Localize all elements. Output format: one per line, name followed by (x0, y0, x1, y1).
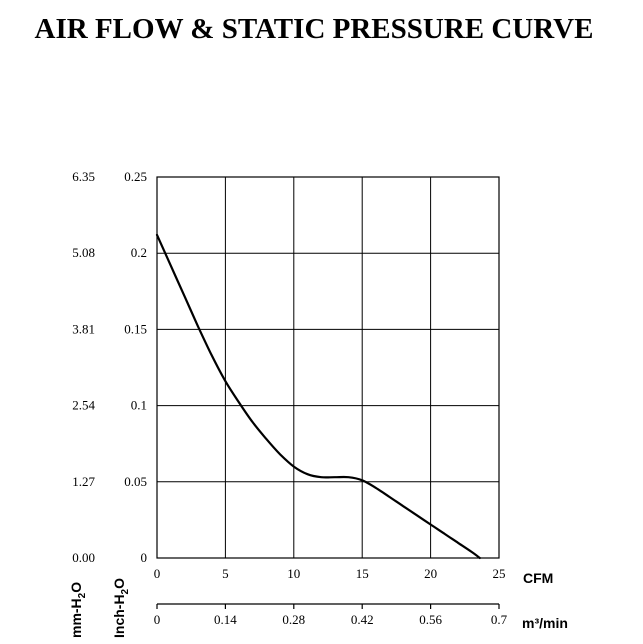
mm-h2o-tick-label: 6.35 (72, 169, 95, 184)
m3min-axis-ticks: 0 0.14 0.28 0.42 0.56 0.7 (154, 604, 508, 627)
outer-y-axis-ticks: 0.00 1.27 2.54 3.81 5.08 6.35 (72, 169, 95, 565)
plot-frame (156, 176, 500, 559)
cfm-axis-ticks: 0 5 10 15 20 25 (154, 566, 506, 581)
m3min-axis-label: m³/min (522, 615, 568, 631)
inch-h2o-tick-label: 0 (141, 550, 148, 565)
inch-h2o-tick-label: 0.2 (131, 245, 147, 260)
grid (157, 177, 499, 558)
mm-h2o-tick-label: 5.08 (72, 245, 95, 260)
chart-title: AIR FLOW & STATIC PRESSURE CURVE (35, 13, 594, 45)
inch-h2o-tick-label: 0.05 (124, 474, 147, 489)
cfm-tick-label: 0 (154, 566, 161, 581)
mm-h2o-tick-label: 2.54 (72, 398, 95, 413)
mm-h2o-tick-label: 0.00 (72, 550, 95, 565)
cfm-tick-label: 10 (287, 566, 300, 581)
inch-h2o-tick-label: 0.25 (124, 169, 147, 184)
cfm-tick-label: 25 (493, 566, 506, 581)
inch-h2o-tick-label: 0.1 (131, 398, 147, 413)
inch-h2o-tick-label: 0.15 (124, 321, 147, 336)
m3min-tick-label: 0.56 (419, 612, 442, 627)
m3min-tick-label: 0 (154, 612, 161, 627)
m3min-tick-label: 0.42 (351, 612, 374, 627)
mm-h2o-axis-label: mm-H2O (68, 582, 88, 638)
mm-h2o-tick-label: 3.81 (72, 321, 95, 336)
cfm-tick-label: 15 (356, 566, 369, 581)
pressure-curve (155, 233, 481, 560)
m3min-tick-label: 0.14 (214, 612, 237, 627)
m3min-tick-label: 0.28 (282, 612, 305, 627)
mm-h2o-tick-label: 1.27 (72, 474, 95, 489)
m3min-tick-label: 0.7 (491, 612, 508, 627)
cfm-tick-label: 20 (424, 566, 437, 581)
inch-h2o-axis-label: Inch-H2O (111, 578, 131, 638)
cfm-tick-label: 5 (222, 566, 229, 581)
cfm-axis-label: CFM (523, 570, 553, 586)
inner-y-axis-ticks: 0 0.05 0.1 0.15 0.2 0.25 (124, 169, 147, 565)
